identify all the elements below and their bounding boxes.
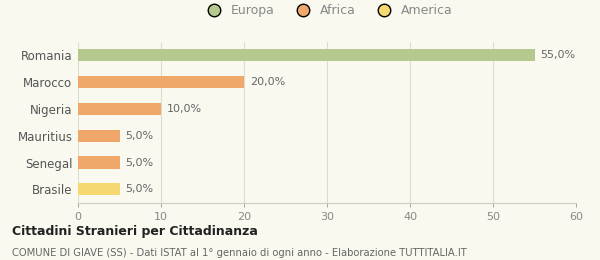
Bar <box>78 103 161 115</box>
Text: Cittadini Stranieri per Cittadinanza: Cittadini Stranieri per Cittadinanza <box>12 225 258 238</box>
Text: 5,0%: 5,0% <box>125 158 154 167</box>
Bar <box>78 183 119 196</box>
Bar <box>78 76 244 88</box>
Bar <box>78 49 535 61</box>
Legend: Europa, Africa, America: Europa, Africa, America <box>196 0 458 22</box>
Bar <box>78 129 119 142</box>
Text: 20,0%: 20,0% <box>250 77 285 87</box>
Text: 5,0%: 5,0% <box>125 184 154 194</box>
Bar <box>78 157 119 168</box>
Text: COMUNE DI GIAVE (SS) - Dati ISTAT al 1° gennaio di ogni anno - Elaborazione TUTT: COMUNE DI GIAVE (SS) - Dati ISTAT al 1° … <box>12 248 467 258</box>
Text: 55,0%: 55,0% <box>541 50 575 60</box>
Text: 10,0%: 10,0% <box>167 104 202 114</box>
Text: 5,0%: 5,0% <box>125 131 154 141</box>
